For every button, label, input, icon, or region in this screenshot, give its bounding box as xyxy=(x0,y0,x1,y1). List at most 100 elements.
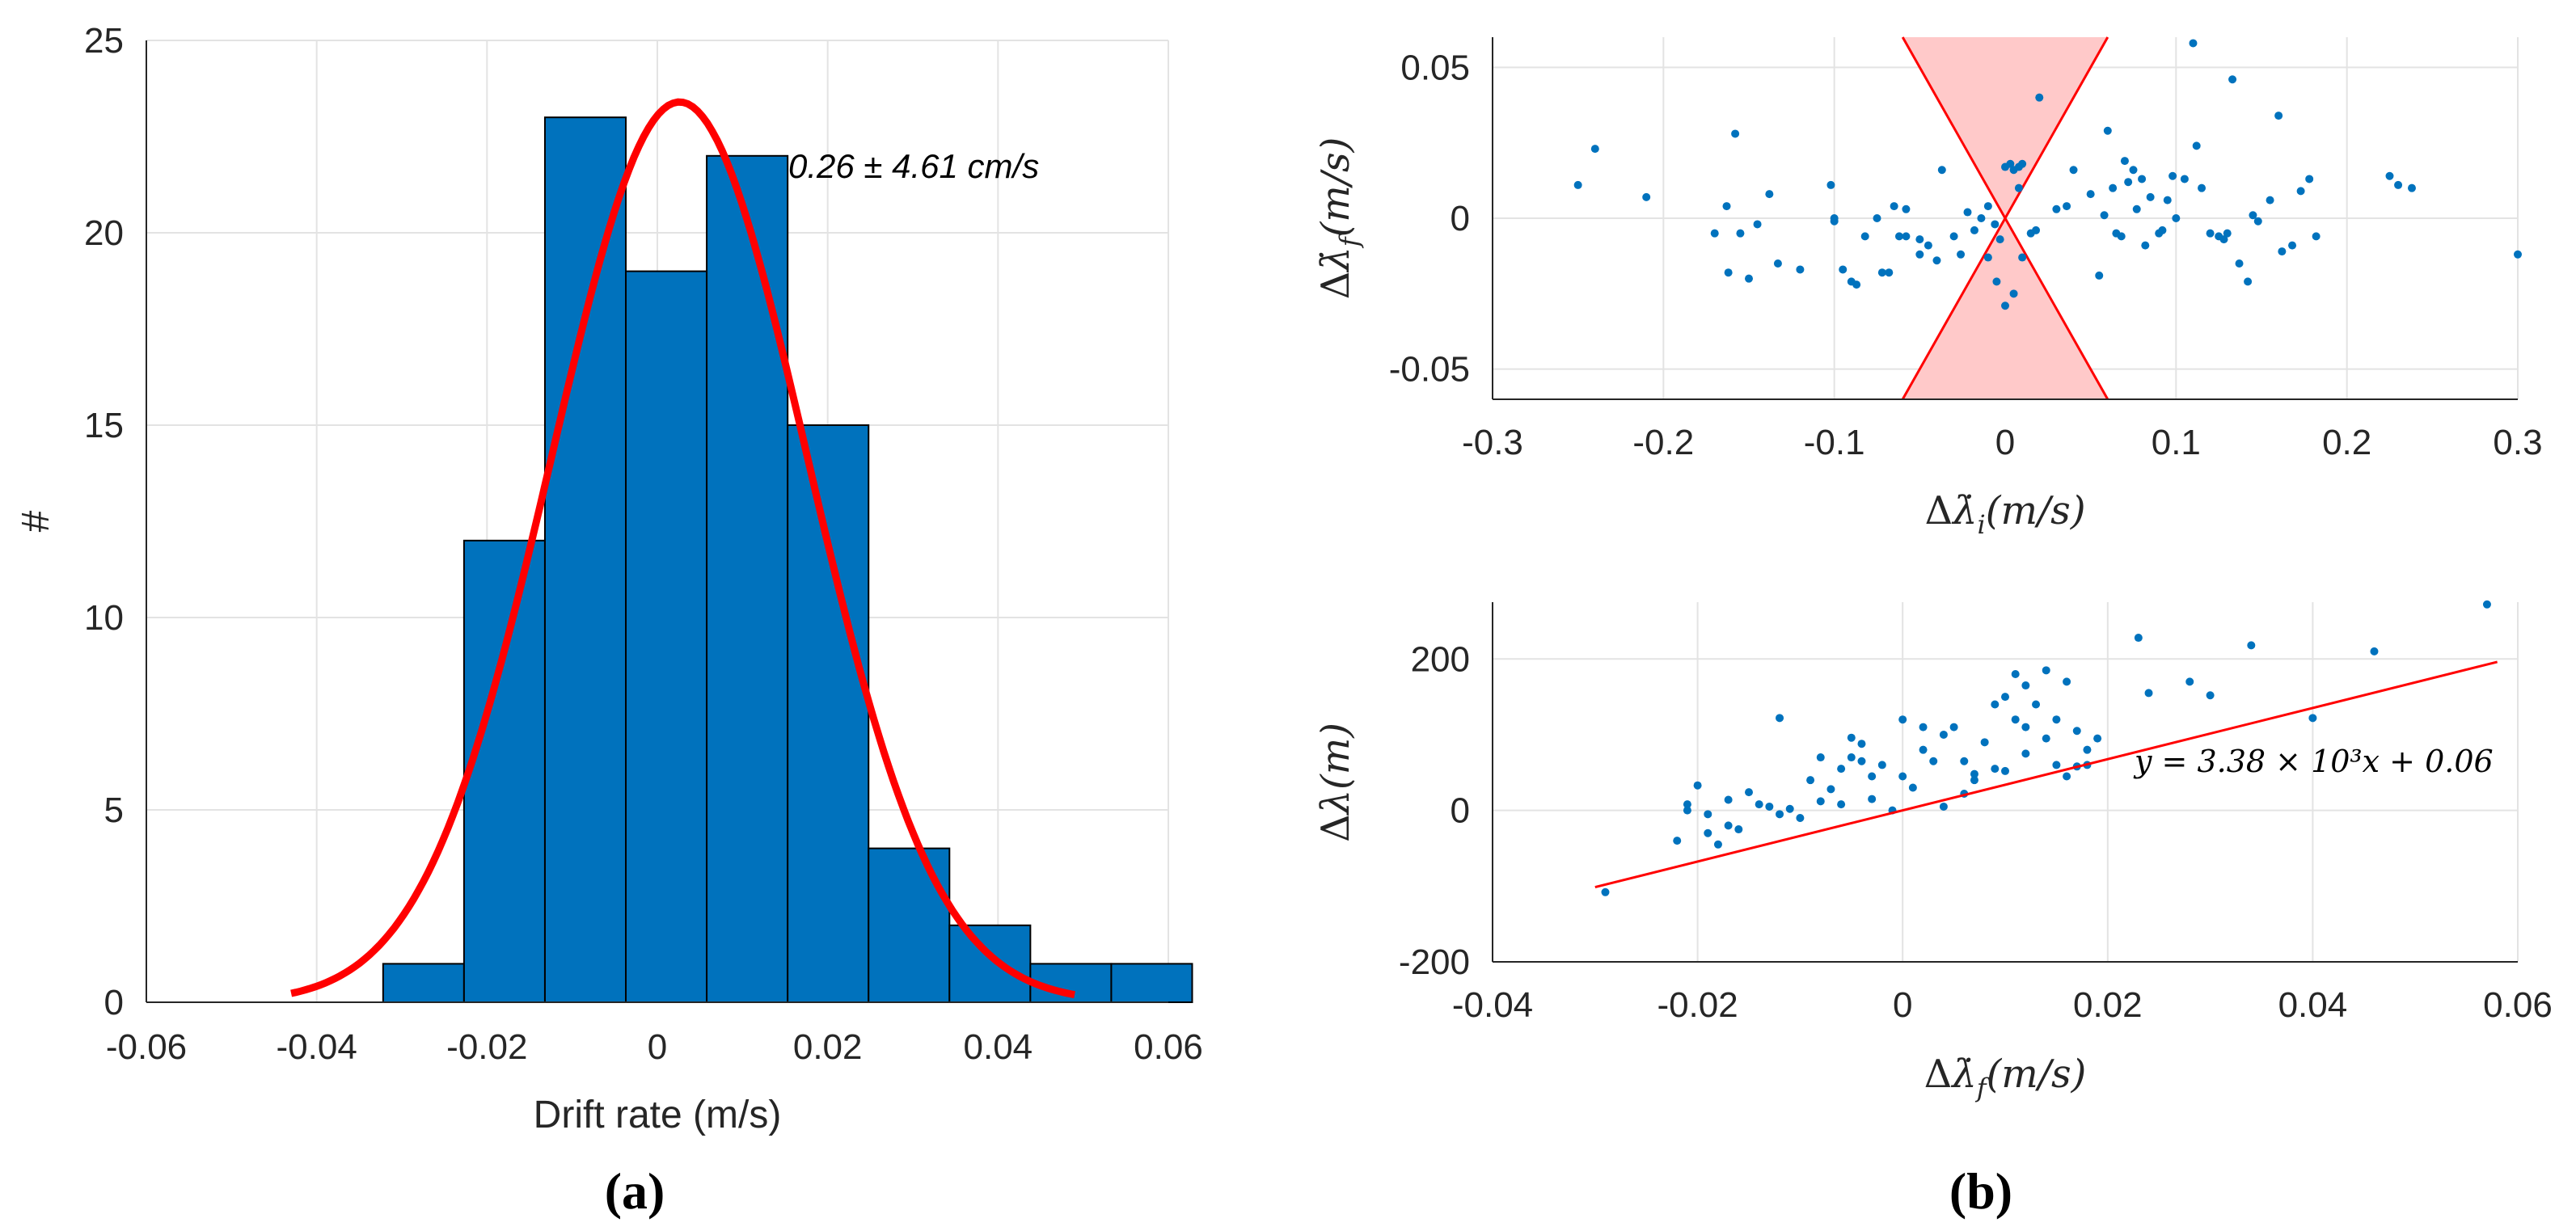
scatter-bottom-xtick-label: 0.04 xyxy=(2278,985,2348,1025)
scatter-bottom-point xyxy=(2011,715,2020,724)
linear-fit-line xyxy=(1594,660,2498,889)
scatter-top-point xyxy=(1722,202,1731,211)
scatter-top-xlabel: Δλ̇i(m/s) xyxy=(1924,488,2085,540)
scatter-bottom-point xyxy=(1908,783,1917,792)
scatter-top-point xyxy=(2296,187,2305,196)
scatter-top-point xyxy=(1736,229,1745,238)
histogram-ytick-label: 20 xyxy=(84,213,124,253)
scatter-top-point xyxy=(2032,226,2041,234)
scatter-bottom-point xyxy=(1960,757,1969,765)
histogram-bar xyxy=(948,924,1032,1004)
scatter-bottom-point xyxy=(1785,804,1794,813)
scatter-bottom-chart: -0.04 -0.02 0 0.02 0.04 0.06 -200 0 200 y = 3.38… xyxy=(1313,600,2553,1103)
histogram-bar xyxy=(1110,963,1193,1004)
histogram-xtick-label: 0.04 xyxy=(964,1027,1033,1067)
scatter-top-point xyxy=(2100,211,2109,220)
scatter-top-point xyxy=(1753,220,1762,229)
scatter-top-point xyxy=(2103,126,2112,135)
scatter-top-point xyxy=(2274,112,2283,120)
scatter-top-point xyxy=(2253,217,2262,226)
histogram-xlabel: Drift rate (m/s) xyxy=(534,1094,782,1136)
scatter-bottom-point xyxy=(1826,785,1835,794)
scatter-bottom-point xyxy=(1919,745,1928,754)
scatter-top-point xyxy=(2155,229,2164,238)
scatter-top-point xyxy=(2385,171,2394,180)
scatter-top-point xyxy=(1937,166,1946,175)
scatter-top-point xyxy=(1745,274,1753,283)
scatter-top-points xyxy=(1573,39,2522,310)
scatter-top-point xyxy=(2235,259,2244,268)
scatter-top-point xyxy=(1852,280,1861,289)
scatter-bottom-plot-area xyxy=(1493,602,2518,962)
scatter-top-point xyxy=(2394,180,2403,189)
scatter-top-point xyxy=(2172,214,2181,222)
scatter-top-point xyxy=(2198,183,2206,192)
scatter-top-point xyxy=(2014,183,2023,192)
scatter-top-point xyxy=(1963,208,1972,217)
scatter-top-tick-labels: -0.3 -0.2 -0.1 0 0.1 0.2 0.3 -0.05 0 0.05 xyxy=(1389,48,2543,462)
scatter-top-point xyxy=(1710,229,1719,238)
scatter-top-point xyxy=(2228,75,2237,84)
scatter-bottom-ytick-label: 0 xyxy=(1451,791,1470,831)
scatter-bottom-point xyxy=(2370,647,2379,656)
scatter-top-point xyxy=(2141,241,2150,250)
scatter-top-point xyxy=(2266,196,2274,204)
scatter-top-ylabel: Δλ̇f(m/s) xyxy=(1313,137,1365,300)
histogram-ytick-label: 25 xyxy=(84,21,124,61)
scatter-top-point xyxy=(1894,232,1903,241)
scatter-bottom-point xyxy=(2063,772,2071,781)
histogram-xtick-label: -0.02 xyxy=(446,1027,527,1067)
scatter-top-point xyxy=(1957,250,1966,259)
scatter-bottom-point xyxy=(1704,828,1712,837)
scatter-top-point xyxy=(1773,259,1782,268)
scatter-bottom-point xyxy=(2001,693,2009,702)
scatter-bottom-point xyxy=(2021,749,2030,758)
scatter-bottom-xtick-label: 0.02 xyxy=(2073,985,2143,1025)
scatter-bottom-xtick-label: 0 xyxy=(1893,985,1912,1025)
normal-fit-curve xyxy=(290,98,1075,999)
histogram-annotation: 0.26 ± 4.61 cm/s xyxy=(788,147,1039,185)
scatter-top-ytick-label: 0.05 xyxy=(1400,48,1470,87)
histogram-xtick-label: 0.06 xyxy=(1134,1027,1203,1067)
scatter-top-point xyxy=(2223,229,2232,238)
scatter-top-point xyxy=(1977,214,1986,222)
scatter-bottom-point xyxy=(2042,666,2050,675)
scatter-top-point xyxy=(2018,159,2027,168)
scatter-top-point xyxy=(1970,226,1978,234)
scatter-top-point xyxy=(1991,220,2000,229)
scatter-top-point xyxy=(2168,171,2177,180)
scatter-top-point xyxy=(1983,253,1992,262)
scatter-bottom-points xyxy=(1601,600,2491,896)
scatter-top-point xyxy=(2109,183,2118,192)
scatter-bottom-point xyxy=(1713,840,1722,849)
scatter-top-xtick-label: -0.1 xyxy=(1804,423,1865,462)
scatter-top-point xyxy=(2120,157,2129,166)
scatter-top-point xyxy=(2124,178,2133,187)
scatter-bottom-point xyxy=(1898,772,1907,781)
scatter-top-point xyxy=(1796,265,1805,274)
scatter-bottom-point xyxy=(2482,600,2491,609)
scatter-bottom-point xyxy=(1765,802,1774,811)
scatter-bottom-ylabel: Δλ(m) xyxy=(1313,723,1358,842)
scatter-bottom-point xyxy=(2021,681,2030,690)
scatter-bottom-point xyxy=(2206,691,2215,700)
histogram-bar xyxy=(462,539,546,1003)
scatter-bottom-point xyxy=(1683,806,1691,815)
panel-label-b: (b) xyxy=(1949,1162,2012,1220)
scatter-top-xtick-label: 0.3 xyxy=(2493,423,2542,462)
scatter-bottom-point xyxy=(2021,723,2030,731)
scatter-top-point xyxy=(2514,250,2522,259)
scatter-top-point xyxy=(2117,232,2126,241)
scatter-bottom-point xyxy=(2144,689,2153,698)
scatter-top-point xyxy=(1873,214,1881,222)
scatter-top-point xyxy=(2192,141,2201,150)
scatter-top-point xyxy=(2132,204,2141,213)
scatter-top-point xyxy=(2129,166,2138,175)
scatter-top-point xyxy=(2312,232,2321,241)
scatter-bottom-point xyxy=(1796,814,1805,822)
scatter-bottom-ytick-label: -200 xyxy=(1399,942,1470,982)
scatter-top-point xyxy=(2305,175,2314,183)
histogram-ylabel: # xyxy=(15,510,57,532)
scatter-top-point xyxy=(1995,235,2004,244)
